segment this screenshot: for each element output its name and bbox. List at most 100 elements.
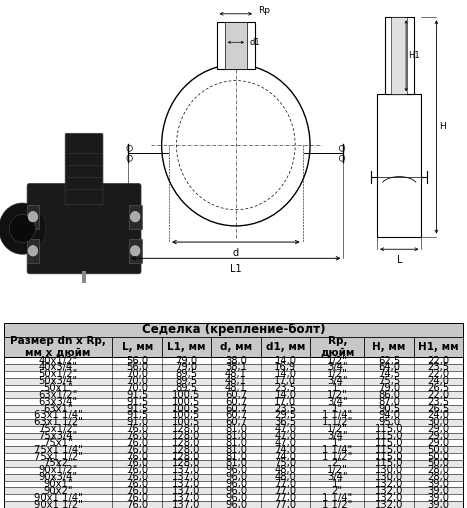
Text: 86,0: 86,0 [378, 390, 400, 400]
Text: 23,5: 23,5 [274, 383, 297, 393]
Text: 1": 1" [332, 383, 343, 393]
Text: 90х1/2": 90х1/2" [38, 465, 78, 475]
Text: d1, мм: d1, мм [266, 342, 305, 352]
Text: 76,0: 76,0 [126, 493, 148, 503]
Text: 3/4": 3/4" [327, 362, 347, 372]
Text: 2": 2" [332, 486, 343, 496]
Bar [4, 439, 463, 447]
Bar [129, 205, 142, 229]
Text: 132,0: 132,0 [375, 479, 403, 489]
Text: 91,0: 91,0 [126, 417, 148, 427]
Circle shape [130, 211, 140, 222]
Text: 128,0: 128,0 [172, 452, 201, 462]
Text: 62,5: 62,5 [378, 356, 400, 366]
Bar [4, 467, 463, 473]
Text: 90х1 1/2": 90х1 1/2" [34, 499, 83, 508]
Text: 75х1/2": 75х1/2" [38, 424, 78, 434]
Text: 128,0: 128,0 [172, 431, 201, 441]
Circle shape [0, 203, 46, 254]
Text: H1, мм: H1, мм [418, 342, 459, 352]
Text: 1/2": 1/2" [327, 465, 348, 475]
Text: 79,0: 79,0 [176, 362, 198, 372]
Text: 100,5: 100,5 [172, 397, 201, 407]
Text: 96,0: 96,0 [225, 493, 247, 503]
Text: 90х3/4": 90х3/4" [38, 472, 78, 482]
Text: 76,0: 76,0 [126, 458, 148, 468]
Bar [4, 460, 463, 467]
Text: 100,5: 100,5 [172, 417, 201, 427]
Text: 47,0: 47,0 [275, 431, 297, 441]
Text: 60,7: 60,7 [225, 397, 247, 407]
Text: 26,5: 26,5 [427, 403, 450, 414]
Bar [4, 453, 463, 460]
Text: 91,5: 91,5 [126, 397, 148, 407]
Text: 56,0: 56,0 [126, 362, 148, 372]
Bar [4, 481, 463, 488]
Bar [4, 473, 463, 481]
Text: 22,0: 22,0 [427, 369, 450, 379]
Text: 74,0: 74,0 [275, 444, 297, 455]
Bar [4, 392, 463, 398]
Text: 91,5: 91,5 [126, 410, 148, 421]
Text: 75х1 1/2": 75х1 1/2" [34, 452, 83, 462]
Text: 3/4": 3/4" [327, 397, 347, 407]
Text: 94,0: 94,0 [378, 410, 400, 421]
Text: 76,0: 76,0 [126, 486, 148, 496]
Text: d, мм: d, мм [220, 342, 252, 352]
Text: 137,0: 137,0 [172, 479, 201, 489]
Text: 47,0: 47,0 [275, 438, 297, 448]
Text: d: d [233, 248, 239, 258]
Text: 17,0: 17,0 [274, 376, 297, 386]
Text: 77,0: 77,0 [274, 499, 297, 508]
Text: 29,0: 29,0 [427, 431, 450, 441]
Text: 77,0: 77,0 [274, 486, 297, 496]
Circle shape [28, 245, 38, 256]
Text: L: L [396, 256, 402, 265]
Text: 36,5: 36,5 [274, 417, 297, 427]
Text: 1/2": 1/2" [327, 369, 348, 379]
Text: 64,0: 64,0 [378, 362, 400, 372]
Text: 75х2": 75х2" [43, 458, 73, 468]
Text: 50,0: 50,0 [428, 458, 450, 468]
Text: 56,0: 56,0 [126, 356, 148, 366]
Text: 89,5: 89,5 [176, 376, 198, 386]
Text: 81,0: 81,0 [225, 458, 247, 468]
Bar [0, 0, 467, 323]
Text: 63х1 1/4": 63х1 1/4" [34, 410, 83, 421]
Text: 50х3/4": 50х3/4" [38, 376, 78, 386]
Bar [27, 205, 39, 229]
Text: 3/4": 3/4" [327, 472, 347, 482]
Text: Rp: Rp [258, 6, 270, 15]
Text: 81,0: 81,0 [225, 424, 247, 434]
Text: 100,5: 100,5 [172, 410, 201, 421]
Bar [385, 17, 414, 94]
Text: 132,0: 132,0 [375, 499, 403, 508]
Text: 23,5: 23,5 [427, 397, 450, 407]
Text: 90,5: 90,5 [378, 403, 400, 414]
Text: 132,0: 132,0 [375, 493, 403, 503]
Text: 75х3/4": 75х3/4" [38, 431, 78, 441]
Text: 29,5: 29,5 [274, 410, 297, 421]
Text: 79,0: 79,0 [378, 383, 400, 393]
Bar [27, 239, 39, 263]
Text: 39,0: 39,0 [428, 486, 450, 496]
Text: 96,0: 96,0 [225, 465, 247, 475]
Text: 38,0: 38,0 [225, 356, 247, 366]
Text: 39,0: 39,0 [428, 493, 450, 503]
Text: 1": 1" [332, 479, 343, 489]
Text: 3/4": 3/4" [327, 431, 347, 441]
Text: 14,0: 14,0 [275, 390, 297, 400]
Text: 137,0: 137,0 [172, 493, 201, 503]
Bar [4, 357, 463, 364]
Circle shape [130, 245, 140, 256]
Text: 23,5: 23,5 [427, 362, 450, 372]
Text: 128,0: 128,0 [172, 458, 201, 468]
Text: 14,0: 14,0 [275, 356, 297, 366]
Text: 76,0: 76,0 [126, 438, 148, 448]
Text: 29,0: 29,0 [427, 424, 450, 434]
Text: 60,7: 60,7 [225, 410, 247, 421]
Text: 137,0: 137,0 [172, 472, 201, 482]
Text: H1: H1 [409, 51, 420, 60]
Text: 77,0: 77,0 [274, 479, 297, 489]
Text: Седелка (крепление-болт): Седелка (крепление-болт) [142, 323, 325, 336]
